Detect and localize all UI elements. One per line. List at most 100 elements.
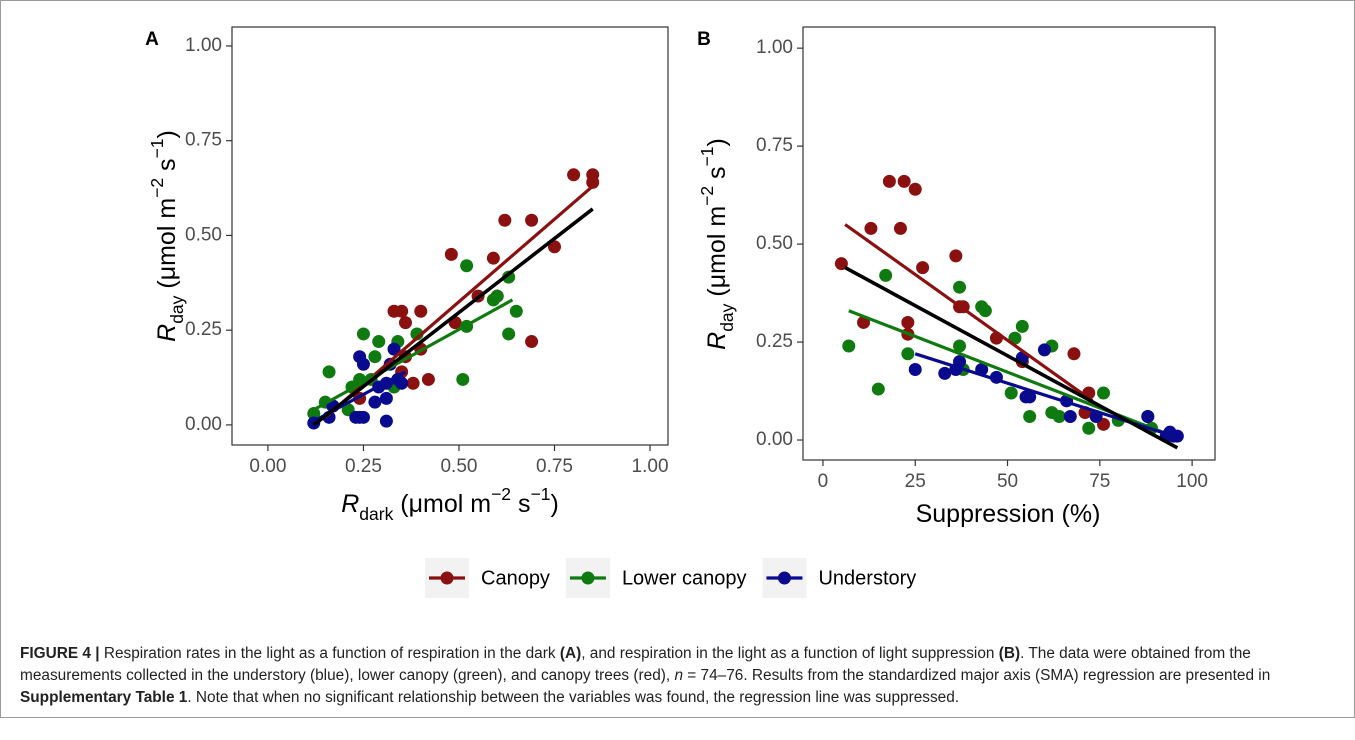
point — [586, 175, 600, 189]
point — [871, 382, 885, 396]
point — [502, 270, 516, 284]
point — [953, 280, 967, 294]
point — [1067, 347, 1081, 361]
point — [322, 365, 336, 379]
overall-fit-line — [844, 266, 1179, 450]
point — [834, 257, 848, 271]
point — [502, 327, 516, 341]
y-tick-label: 1.00 — [756, 37, 793, 58]
caption-text: . Note that when no significant relation… — [187, 689, 960, 706]
point — [548, 240, 562, 254]
point — [938, 366, 952, 380]
x-tick-label: 100 — [1176, 471, 1208, 492]
point — [1141, 410, 1155, 424]
point — [356, 327, 370, 341]
caption-text: Supplementary Table 1 — [20, 689, 188, 706]
y-tick-label: 1.00 — [185, 35, 222, 56]
point — [356, 357, 370, 371]
overall-fit-line — [312, 207, 594, 427]
caption-text: (B) — [998, 645, 1021, 662]
x-tick-label: 0.50 — [440, 456, 477, 477]
point — [490, 289, 504, 303]
point — [406, 376, 420, 390]
label-part: (μmol m — [393, 490, 491, 518]
legend-dot — [581, 571, 595, 585]
label-part: R — [703, 332, 731, 350]
label-part: day — [167, 295, 187, 323]
panel-label: B — [697, 29, 711, 50]
label-part: ) — [153, 130, 181, 138]
point — [368, 395, 382, 409]
x-tick-label: 0.00 — [249, 456, 286, 477]
point — [1023, 410, 1037, 424]
legend-label: Lower canopy — [622, 567, 747, 589]
point — [1052, 410, 1066, 424]
point — [879, 268, 893, 282]
y-tick-label: 0.00 — [756, 429, 793, 450]
legend-dot — [440, 571, 454, 585]
point — [421, 372, 435, 386]
caption: FIGURE 4 | Respiration rates in the ligh… — [20, 643, 1338, 709]
point — [901, 315, 915, 329]
y-tick-label: 0.25 — [185, 319, 222, 340]
label-part: day — [717, 303, 737, 331]
point — [901, 347, 915, 361]
y-tick-label: 0.25 — [756, 331, 793, 352]
point — [897, 174, 911, 188]
fit-line — [312, 298, 514, 412]
label-part: s — [153, 158, 181, 177]
x-tick-label: 75 — [1089, 471, 1110, 492]
label-part: (μmol m — [703, 206, 731, 304]
y-tick-label: 0.50 — [756, 233, 793, 254]
label-part: −1 — [697, 146, 717, 166]
point — [460, 259, 474, 273]
x-tick-label: 1.00 — [632, 456, 669, 477]
label-part: −2 — [147, 178, 167, 198]
chart-area: A 0.00 0.25 0.50 0.75 1.00 0.00 0.25 0.50 0.75 1.0… — [145, 26, 1216, 598]
point — [387, 304, 401, 318]
point — [842, 339, 856, 353]
y-tick-label: 0.00 — [185, 414, 222, 435]
panel-label: A — [145, 29, 159, 50]
x-axis-title: Suppression (%) — [916, 500, 1101, 528]
point — [1097, 386, 1111, 400]
y-axis-title: Rday (μmol m−2 s−1) — [147, 130, 187, 342]
point — [953, 339, 967, 353]
x-tick-label: 25 — [905, 471, 926, 492]
point — [486, 251, 500, 265]
point — [356, 410, 370, 424]
point — [395, 376, 409, 390]
point — [1170, 429, 1184, 443]
label-part: s — [511, 490, 530, 518]
point — [1023, 390, 1037, 404]
label-part: −2 — [697, 186, 717, 206]
point — [1015, 319, 1029, 333]
x-axis-title: Rdark (μmol m−2 s−1) — [341, 484, 559, 524]
point — [444, 247, 458, 261]
point — [567, 168, 581, 182]
label-part: dark — [359, 504, 393, 524]
point — [916, 261, 930, 275]
point — [908, 182, 922, 196]
label-part: s — [703, 166, 731, 185]
label-part: ) — [550, 490, 558, 518]
x-tick-label: 50 — [997, 471, 1018, 492]
point — [498, 213, 512, 227]
label-part: Suppression (%) — [916, 500, 1101, 528]
point — [414, 304, 428, 318]
legend-label: Understory — [818, 567, 916, 589]
point — [908, 362, 922, 376]
caption-text: (A) — [559, 645, 582, 662]
point — [307, 407, 321, 421]
point — [949, 249, 963, 263]
point — [398, 316, 412, 330]
x-tick-label: 0 — [818, 471, 829, 492]
legend-label: Canopy — [481, 567, 550, 589]
point — [509, 304, 523, 318]
point — [1082, 421, 1096, 435]
y-tick-label: 0.50 — [185, 224, 222, 245]
caption-text: = 74–76. Results from the standardized m… — [683, 667, 1271, 684]
point — [1004, 386, 1018, 400]
caption-text: Respiration rates in the light as a func… — [99, 645, 560, 662]
y-tick-label: 0.75 — [185, 130, 222, 151]
